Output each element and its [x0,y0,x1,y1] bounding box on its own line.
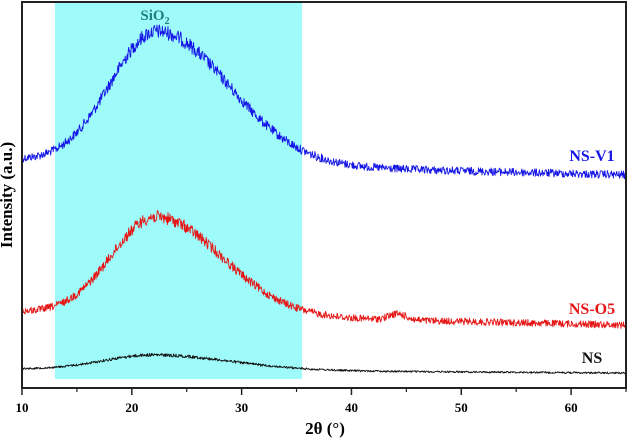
x-tick-label: 60 [565,400,578,415]
x-tick-label: 20 [125,400,138,415]
y-axis-label: Intensity (a.u.) [0,142,16,248]
x-tick-label: 50 [455,400,468,415]
curve-ns-v1 [21,24,627,180]
x-tick-labels: 10 20 30 40 50 60 [16,400,578,415]
curve-ns-o5 [21,210,627,329]
x-tick-label: 30 [235,400,248,415]
curves [21,24,627,375]
curve-ns [21,352,627,375]
x-axis-label: 2θ (°) [305,419,345,438]
series-label-ns-o5: NS-O5 [569,301,615,318]
series-label-ns: NS [582,350,603,367]
plot-frame [21,1,627,389]
sio2-highlight-region [54,3,303,379]
x-axis-ticks [21,388,627,395]
sio2-region-label: SiO2 [140,8,169,27]
series-label-ns-v1: NS-V1 [569,148,614,165]
series-labels: NS-V1 NS-O5 NS [569,148,615,367]
x-tick-label: 40 [345,400,358,415]
x-tick-label: 10 [16,400,29,415]
plot-area [21,1,627,395]
